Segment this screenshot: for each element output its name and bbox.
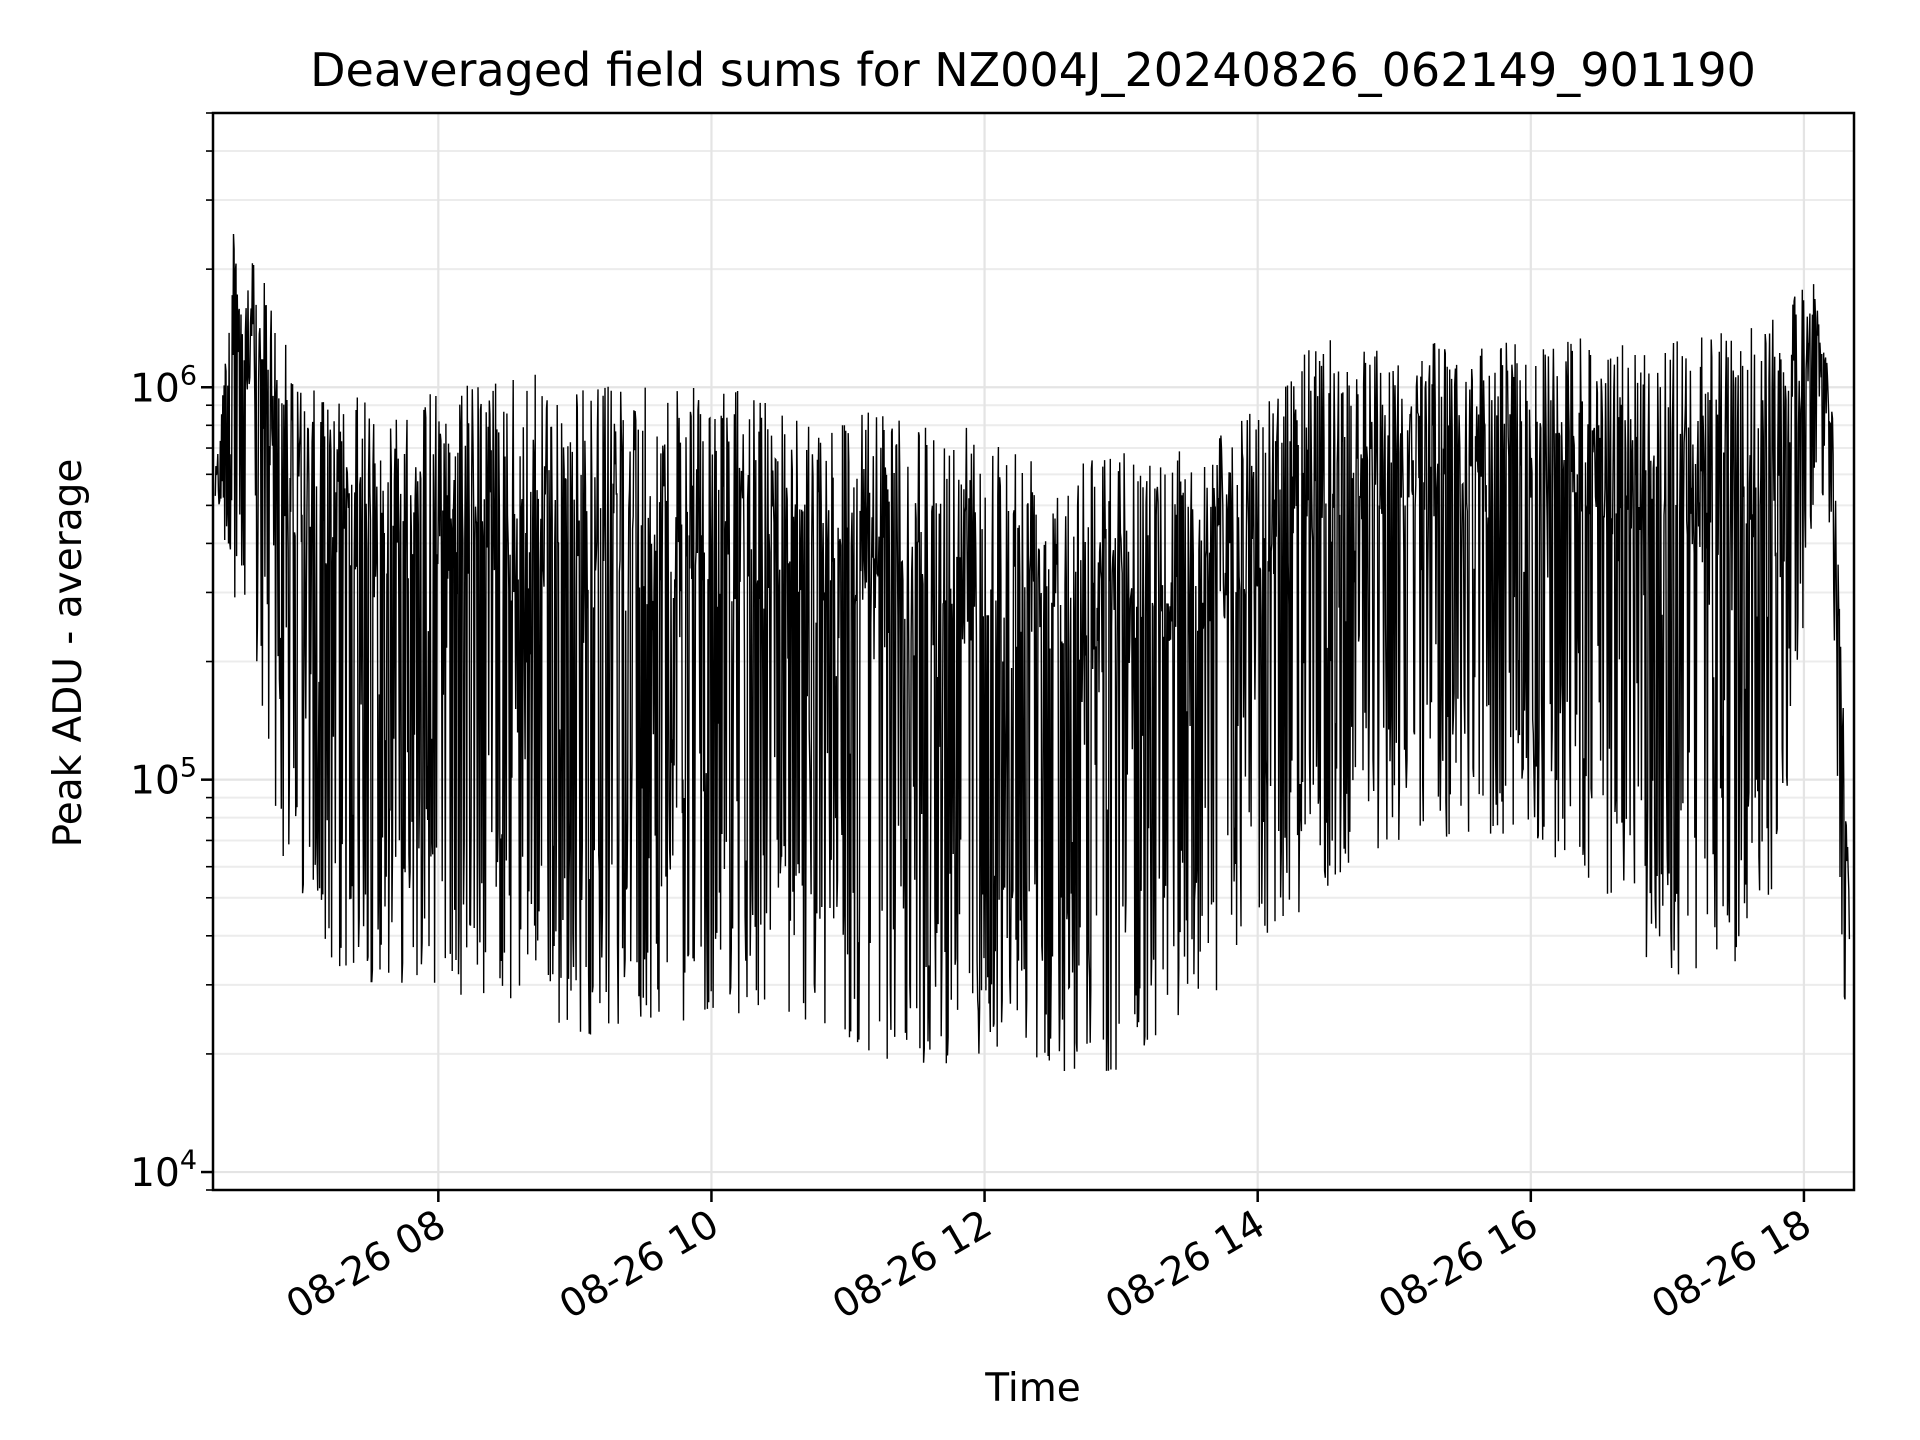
y-tick-label: 106 (130, 360, 197, 411)
chart-title: Deaveraged field sums for NZ004J_2024082… (310, 43, 1756, 97)
x-tick-label: 08-26 10 (552, 1202, 726, 1329)
x-tick-label: 08-26 16 (1371, 1202, 1545, 1329)
y-tick-label: 104 (130, 1145, 197, 1196)
series-layer (214, 233, 1851, 1072)
x-tick-label: 08-26 18 (1645, 1202, 1819, 1329)
series-line (214, 233, 1851, 1072)
axes-frame (211, 111, 1856, 1192)
x-tick-label: 08-26 08 (279, 1202, 453, 1329)
x-tick-label: 08-26 14 (1098, 1202, 1272, 1329)
x-axis-label: Time (984, 1366, 1080, 1411)
x-tick-label: 08-26 12 (825, 1202, 999, 1329)
y-tick-label: 105 (130, 753, 197, 804)
x-axis: 08-26 08 08-26 10 08-26 12 08-26 14 08-26 16… (279, 1190, 1819, 1328)
y-axis: 104 105 106 (130, 112, 213, 1196)
y-axis-label: Peak ADU - average (46, 459, 91, 848)
